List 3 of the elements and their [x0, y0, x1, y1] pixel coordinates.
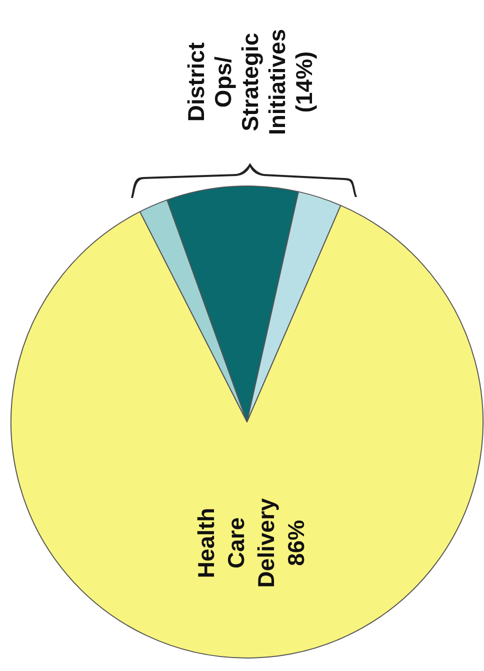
data-label: 86%	[282, 520, 309, 566]
text: District Ops/ Strategic Initiatives (14%)	[183, 28, 317, 136]
slice-label: Health Care Delivery	[192, 498, 279, 588]
